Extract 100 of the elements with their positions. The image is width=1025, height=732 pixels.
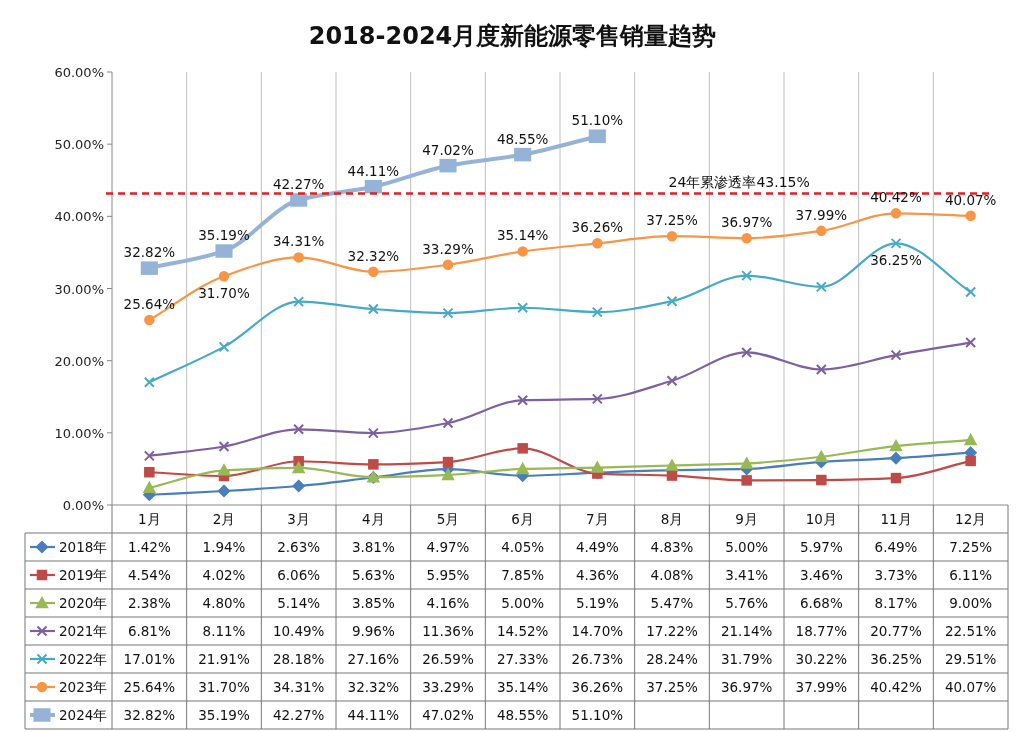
data-label: 32.82% [123,707,176,723]
y-tick-label: 20.00% [54,353,104,369]
data-label: 9.00% [949,595,993,611]
legend-label: 2023年 [59,679,108,695]
annotation: 47.02% [422,141,474,158]
data-label: 32.32% [347,679,400,695]
data-label: 8.17% [874,595,918,611]
data-label: 5.95% [426,567,470,583]
data-label: 37.99% [795,679,848,695]
data-label: 31.79% [720,651,773,667]
data-label: 47.02% [422,707,474,723]
data-label: 36.26% [571,679,624,695]
x-tick-label: 7月 [586,511,609,527]
data-label: 6.49% [874,539,918,555]
annotation: 32.32% [347,247,400,264]
data-label: 5.47% [650,595,694,611]
data-label: 5.19% [575,595,619,611]
data-label: 6.68% [799,595,843,611]
legend-label: 2018年 [59,539,108,555]
data-label: 10.49% [272,623,325,639]
data-label: 2.63% [277,539,321,555]
data-label: 31.70% [198,679,250,695]
data-label: 36.97% [720,679,773,695]
data-label: 3.81% [351,539,395,555]
data-label: 7.85% [501,567,545,583]
data-label: 35.14% [496,679,549,695]
x-tick-label: 12月 [955,511,987,527]
data-label: 9.96% [351,623,395,639]
data-label: 37.25% [646,679,698,695]
x-tick-label: 11月 [880,511,912,527]
data-label: 3.41% [725,567,769,583]
data-label: 8.11% [202,623,246,639]
x-tick-label: 4月 [362,511,385,527]
legend-label: 2019年 [59,567,108,583]
data-label: 6.81% [127,623,171,639]
data-label: 20.77% [870,623,922,639]
x-tick-label: 2月 [212,511,236,527]
data-label: 26.59% [422,651,474,667]
x-tick-label: 8月 [660,511,684,527]
annotation: 48.55% [496,130,549,147]
data-label: 33.29% [422,679,474,695]
legend-label: 2021年 [59,623,108,639]
data-label: 22.51% [944,623,997,639]
data-label: 4.36% [575,567,619,583]
data-label: 51.10% [571,707,624,723]
data-label: 30.22% [795,651,848,667]
data-label: 5.00% [725,539,769,555]
y-tick-label: 60.00% [54,65,104,80]
annotation: 42.27% [272,175,325,192]
data-label: 5.14% [277,595,321,611]
data-label: 5.63% [351,567,395,583]
data-label: 1.42% [127,539,171,555]
annotation: 37.99% [795,206,848,223]
data-label: 21.14% [720,623,773,639]
data-label: 4.49% [575,539,619,555]
data-label: 14.52% [496,623,549,639]
y-tick-label: 10.00% [54,425,104,441]
data-label: 17.01% [123,651,176,667]
data-label: 34.31% [272,679,325,695]
data-label: 36.25% [870,651,922,667]
data-label: 5.76% [725,595,769,611]
annotation: 40.07% [944,191,997,208]
y-tick-label: 30.00% [54,281,104,297]
x-tick-label: 5月 [436,511,460,527]
legend-label: 2020年 [59,595,108,611]
legend-label: 2022年 [59,651,108,667]
annotation: 33.29% [422,240,474,257]
data-label: 14.70% [571,623,624,639]
annotation: 31.70% [198,285,250,302]
data-label: 44.11% [347,707,400,723]
annotation: 35.19% [198,227,250,244]
x-tick-label: 10月 [805,511,837,527]
data-label: 7.25% [949,539,993,555]
data-label: 27.33% [496,651,549,667]
data-label: 18.77% [795,623,848,639]
x-tick-label: 9月 [735,511,758,527]
legend-label: 2024年 [59,707,108,723]
data-label: 27.16% [347,651,400,667]
data-label: 1.94% [202,539,246,555]
annotation: 36.26% [571,219,624,236]
data-label: 5.97% [799,539,843,555]
y-tick-label: 50.00% [54,137,104,153]
x-tick-label: 1月 [138,511,161,527]
y-tick-label: 40.00% [54,209,104,225]
data-label: 4.05% [501,539,545,555]
annotation: 36.25% [870,252,922,269]
data-label: 40.42% [870,679,922,695]
data-label: 4.16% [426,595,470,611]
chart-title: 2018-2024月度新能源零售销量趋势 [308,22,717,50]
annotation: 51.10% [571,112,624,129]
y-tick-label: 0.00% [62,498,104,513]
data-label: 40.07% [944,679,997,695]
annotation: 37.25% [646,212,698,229]
data-label: 25.64% [123,679,176,695]
ref-line-label: 24年累渗透率43.15% [668,173,810,190]
data-label: 4.83% [650,539,694,555]
data-label: 29.51% [944,651,997,667]
x-tick-label: 3月 [287,511,310,527]
data-label: 2.38% [127,595,171,611]
annotation: 25.64% [123,295,176,312]
